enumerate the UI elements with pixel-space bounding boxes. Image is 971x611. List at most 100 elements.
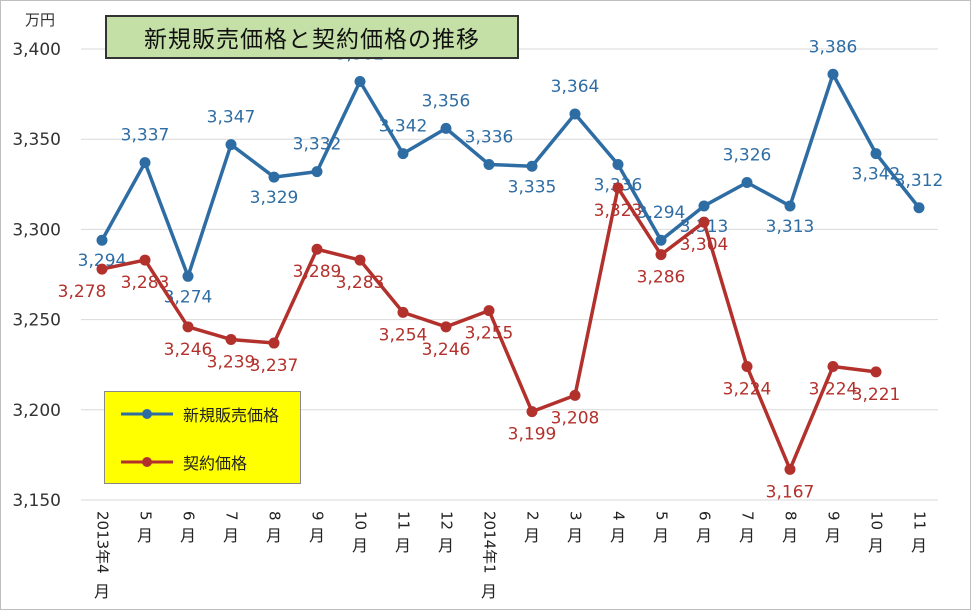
x-tick-label-unit: 月: [352, 536, 368, 555]
data-label-0: 3,336: [465, 127, 514, 147]
legend-label-contract: 契約価格: [183, 454, 248, 473]
x-tick-label-year: 2013年4: [94, 511, 112, 574]
data-point-1: [655, 249, 667, 261]
data-point-0: [870, 148, 882, 160]
y-tick-label: 3,200: [12, 401, 61, 421]
x-tick-label: 2: [524, 511, 542, 521]
data-point-0: [526, 160, 538, 172]
data-label-0: 3,356: [422, 91, 471, 111]
data-label-1: 3,221: [852, 385, 901, 405]
x-tick-label-unit: 月: [911, 536, 927, 555]
x-tick-label-unit: 月: [137, 526, 153, 545]
x-tick-label: 9: [825, 511, 843, 521]
data-point-1: [354, 254, 366, 266]
data-point-0: [784, 200, 796, 212]
data-label-1: 3,323: [594, 201, 643, 221]
legend-label-sales: 新規販売価格: [183, 406, 280, 425]
data-point-0: [913, 202, 925, 214]
data-point-0: [268, 171, 280, 183]
x-tick-label: 3: [567, 511, 585, 521]
data-point-0: [655, 234, 667, 246]
y-tick-label: 3,300: [12, 220, 61, 240]
data-point-0: [96, 234, 108, 246]
x-tick-label: 11: [395, 511, 413, 530]
x-tick-label-unit: 月: [180, 526, 196, 545]
x-tick-label-unit: 月: [266, 526, 282, 545]
data-point-1: [268, 337, 280, 349]
data-label-1: 3,239: [207, 352, 256, 372]
data-label-0: 3,329: [250, 188, 299, 208]
legend-item-sales: 新規販売価格: [119, 402, 279, 426]
data-point-1: [139, 254, 151, 266]
y-tick-label: 3,400: [12, 40, 61, 60]
y-tick-label: 3,150: [12, 491, 61, 511]
legend-item-contract: 契約価格: [119, 450, 247, 474]
data-point-1: [182, 321, 194, 333]
data-label-0: 3,294: [637, 203, 686, 223]
data-label-0: 3,335: [508, 177, 557, 197]
data-point-1: [698, 216, 710, 228]
data-label-0: 3,342: [852, 165, 901, 185]
data-label-1: 3,283: [121, 273, 170, 293]
data-point-1: [612, 182, 624, 194]
x-tick-label-unit: 月: [309, 526, 325, 545]
data-label-1: 3,224: [723, 380, 772, 400]
x-tick-label: 7: [739, 511, 757, 521]
x-tick-label: 11: [911, 511, 929, 530]
data-point-0: [225, 139, 237, 151]
series-line-0: [100, 72, 921, 279]
data-label-1: 3,255: [465, 324, 514, 344]
data-label-0: 3,342: [379, 117, 428, 137]
data-label-0: 3,386: [809, 37, 858, 57]
data-label-1: 3,278: [58, 282, 107, 302]
x-tick-label-unit: 月: [739, 526, 755, 545]
data-point-0: [311, 166, 323, 178]
data-point-1: [870, 366, 882, 378]
x-tick-label: 10: [352, 511, 370, 530]
data-point-0: [698, 200, 710, 212]
data-point-1: [96, 263, 108, 275]
data-label-1: 3,199: [508, 425, 557, 445]
x-tick-label-year: 2014年1: [481, 511, 499, 574]
data-label-1: 3,283: [336, 273, 385, 293]
x-tick-label: 5: [137, 511, 155, 521]
data-label-1: 3,237: [250, 356, 299, 376]
data-point-1: [311, 243, 323, 255]
data-point-1: [397, 306, 409, 318]
data-label-1: 3,224: [809, 380, 858, 400]
x-tick-label: 6: [180, 511, 198, 521]
data-label-0: 3,364: [551, 77, 600, 97]
data-label-0: 3,274: [164, 287, 213, 307]
x-tick-label-month: 月: [481, 582, 497, 601]
x-tick-label: 7: [223, 511, 241, 521]
x-tick-label-month: 月: [94, 582, 110, 601]
legend-marker-contract: [121, 457, 173, 467]
data-point-1: [784, 463, 796, 475]
data-point-0: [139, 157, 151, 169]
data-point-0: [612, 158, 624, 170]
data-point-0: [741, 176, 753, 188]
x-tick-label-unit: 月: [782, 526, 798, 545]
x-tick-label-unit: 月: [395, 536, 411, 555]
data-label-1: 3,304: [680, 235, 729, 255]
data-point-1: [440, 321, 452, 333]
data-label-0: 3,347: [207, 108, 256, 128]
x-tick-label: 4: [610, 511, 628, 521]
data-label-1: 3,286: [637, 268, 686, 288]
data-label-0: 3,312: [895, 171, 944, 191]
y-tick-label: 3,250: [12, 311, 61, 331]
x-tick-label-unit: 月: [825, 526, 841, 545]
x-tick-label-unit: 月: [567, 526, 583, 545]
data-label-1: 3,167: [766, 482, 815, 502]
data-point-0: [397, 148, 409, 160]
x-tick-label-unit: 月: [223, 526, 239, 545]
x-tick-label: 8: [782, 511, 800, 521]
data-point-0: [182, 270, 194, 282]
data-point-1: [569, 389, 581, 401]
x-tick-label-unit: 月: [653, 526, 669, 545]
x-tick-label: 12: [438, 511, 456, 530]
x-tick-label: 8: [266, 511, 284, 521]
x-tick-label: 6: [696, 511, 714, 521]
